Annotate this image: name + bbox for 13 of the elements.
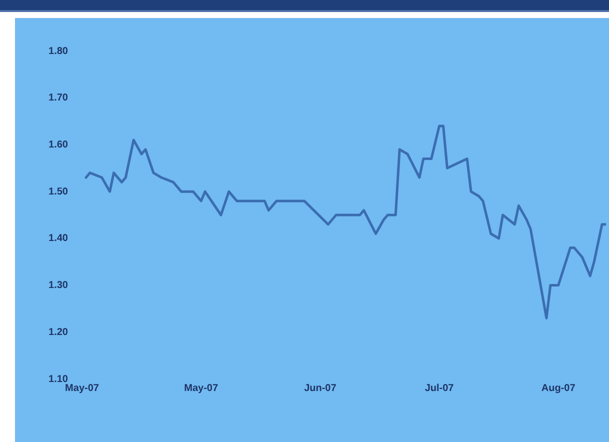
y-tick-label: 1.20 bbox=[48, 326, 68, 338]
y-tick-label: 1.30 bbox=[48, 280, 68, 292]
x-tick-label: Jul-07 bbox=[424, 382, 454, 394]
y-tick-label: 1.50 bbox=[48, 186, 68, 198]
x-tick-label: Jun-07 bbox=[304, 382, 337, 394]
y-tick-label: 1.70 bbox=[48, 92, 68, 104]
x-tick-label: Aug-07 bbox=[541, 382, 576, 394]
x-tick-label: May-07 bbox=[184, 382, 218, 394]
x-tick-label: May-07 bbox=[65, 382, 100, 394]
y-tick-label: 1.60 bbox=[48, 139, 68, 150]
y-tick-label: 1.80 bbox=[48, 46, 68, 57]
y-tick-label: 1.40 bbox=[48, 233, 68, 244]
y-tick-label: 1.10 bbox=[48, 374, 68, 385]
